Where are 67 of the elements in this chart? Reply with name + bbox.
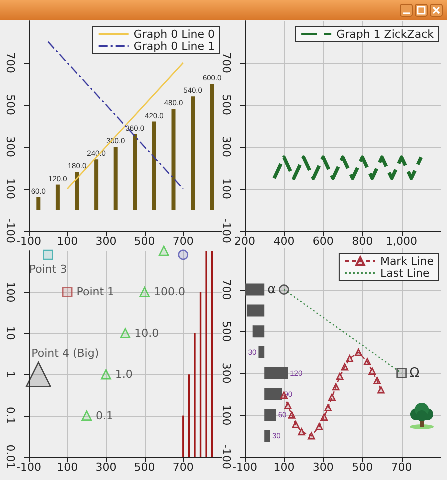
data-label: 1.0 — [115, 368, 133, 382]
y-tick-label: 300 — [4, 136, 17, 158]
y-tick-label: 100 — [4, 282, 17, 303]
annotation: α — [268, 282, 276, 298]
bar — [264, 409, 276, 422]
bar — [258, 346, 265, 358]
data-label: 10.0 — [134, 326, 160, 340]
bar — [264, 430, 270, 442]
point — [120, 328, 131, 339]
point — [101, 369, 112, 380]
legend-label: Mark Line — [380, 255, 434, 268]
annotation: Ω — [410, 366, 420, 381]
y-tick-label: 500 — [4, 94, 17, 116]
legend-label: Last Line — [380, 267, 430, 280]
y-tick-label: 700 — [4, 52, 17, 74]
y-tick-label: 0.01 — [4, 444, 17, 470]
x-tick-label: -100 — [16, 235, 42, 248]
point — [158, 246, 170, 256]
bar — [264, 367, 288, 380]
x-tick-label: 400 — [274, 235, 295, 248]
x-tick-label: 700 — [391, 461, 412, 474]
y-tick-label: 700 — [220, 279, 233, 300]
x-tick-label: 700 — [172, 461, 194, 474]
y-tick-label: 500 — [220, 321, 233, 342]
y-tick-label: 300 — [220, 362, 233, 384]
point — [140, 287, 150, 298]
x-tick-label: 300 — [96, 461, 117, 474]
y-tick-label: 0.1 — [4, 407, 17, 425]
y-tick-label: 500 — [220, 94, 233, 116]
x-tick-label: -100 — [232, 461, 258, 474]
y-tick-label: 700 — [220, 52, 233, 74]
x-tick-label: 100 — [57, 461, 78, 474]
data-label: 100.0 — [154, 286, 186, 299]
data-label: Point 1 — [76, 286, 115, 299]
y-tick-label: 1 — [4, 371, 17, 378]
data-label: Point 4 (Big) — [32, 346, 100, 360]
x-tick-label: 500 — [352, 461, 374, 474]
x-tick-label: 800 — [352, 235, 374, 248]
point — [43, 250, 54, 260]
x-tick-label: 300 — [312, 461, 334, 474]
x-tick-label: 700 — [172, 235, 194, 248]
x-tick-label: 100 — [57, 235, 78, 248]
bar — [246, 304, 265, 317]
x-tick-label: 1,000 — [386, 235, 418, 248]
bar — [245, 284, 265, 296]
point — [82, 410, 92, 421]
data-label: 0.1 — [96, 409, 114, 422]
legend-label: Graph 1 ZickZack — [336, 28, 435, 41]
y-tick-label: 10 — [4, 326, 17, 340]
x-tick-label: 500 — [134, 461, 156, 474]
bar — [36, 197, 41, 210]
x-tick-label: 600 — [312, 235, 334, 248]
point — [178, 250, 189, 260]
point — [62, 287, 73, 298]
y-tick-label: 100 — [220, 178, 233, 200]
bar — [252, 326, 265, 338]
x-tick-label: 300 — [96, 235, 117, 248]
bar — [264, 388, 282, 400]
x-tick-label: 200 — [234, 235, 256, 248]
y-tick-label: 100 — [4, 178, 17, 200]
x-tick-label: -100 — [16, 461, 42, 474]
y-tick-label: 300 — [220, 136, 233, 158]
y-tick-label: 100 — [220, 404, 233, 426]
data-label: Point 3 — [29, 263, 68, 276]
x-tick-label: 100 — [274, 461, 295, 474]
x-tick-label: 500 — [134, 235, 156, 248]
point — [26, 362, 52, 388]
